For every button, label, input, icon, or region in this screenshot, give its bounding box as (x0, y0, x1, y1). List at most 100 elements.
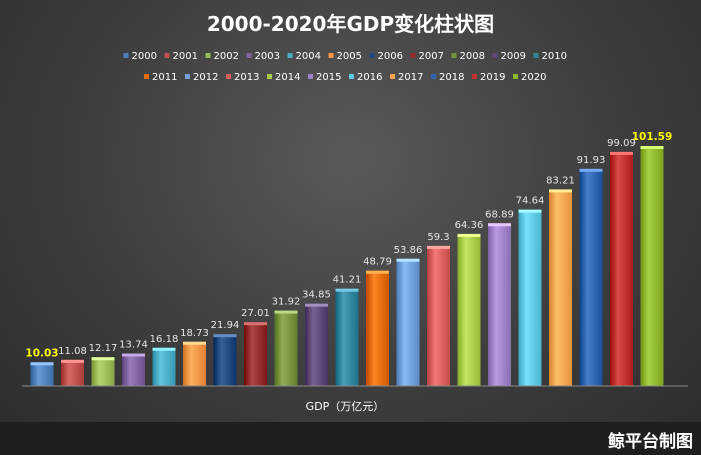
legend-swatch-2007 (410, 53, 416, 58)
bar-cap-2000 (30, 362, 54, 366)
bar-2010 (335, 288, 359, 386)
legend-label-2011: 2011 (152, 72, 177, 83)
legend-label-2008: 2008 (460, 51, 485, 62)
data-label-2019: 99.09 (607, 138, 636, 149)
data-label-2006: 21.94 (211, 320, 240, 331)
bar-cap-2014 (457, 233, 481, 237)
data-label-2015: 68.89 (485, 209, 514, 220)
legend-label-2015: 2015 (316, 72, 341, 83)
bar-cap-2015 (488, 223, 511, 227)
data-label-2000: 10.03 (25, 347, 58, 359)
data-label-2010: 41.21 (333, 275, 362, 286)
data-label-2012: 53.86 (394, 245, 423, 256)
bar-cap-2018 (579, 168, 603, 172)
bar-cap-2010 (335, 288, 359, 292)
legend-label-2016: 2016 (357, 72, 382, 83)
bar-cap-2001 (61, 359, 84, 363)
bar-2013 (427, 245, 450, 386)
legend-swatch-2020 (513, 74, 518, 79)
data-label-2004: 16.18 (150, 334, 179, 345)
bar-cap-2017 (549, 189, 572, 193)
bar-cap-2013 (427, 245, 450, 249)
legend-swatch-2000 (123, 53, 129, 58)
bar-2002 (91, 357, 115, 386)
data-label-2020: 101.59 (632, 131, 673, 143)
legend-swatch-2003 (246, 53, 252, 58)
data-label-2007: 27.01 (241, 308, 270, 319)
bar-2018 (579, 168, 603, 386)
legend-label-2013: 2013 (234, 72, 259, 83)
bar-2001 (61, 359, 84, 386)
legend-label-2002: 2002 (214, 51, 239, 62)
legend-label-2018: 2018 (439, 72, 464, 83)
bar-2017 (549, 189, 572, 386)
legend-label-2005: 2005 (337, 51, 362, 62)
bar-2004 (152, 347, 176, 386)
data-label-2005: 18.73 (180, 328, 209, 339)
bar-cap-2011 (366, 270, 389, 274)
data-label-2016: 74.64 (516, 196, 545, 207)
legend-label-2006: 2006 (378, 51, 403, 62)
bars-group (30, 146, 664, 386)
data-label-2008: 31.92 (272, 297, 301, 308)
bar-2014 (457, 233, 481, 386)
legend-swatch-2002 (205, 53, 211, 58)
legend-swatch-2016 (349, 74, 354, 79)
bar-2009 (305, 303, 328, 386)
legend-swatch-2009 (492, 53, 498, 58)
legend-swatch-2004 (287, 53, 293, 58)
legend-label-2001: 2001 (173, 51, 198, 62)
legend-swatch-2006 (369, 53, 375, 58)
chart-title: 2000-2020年GDP变化柱状图 (206, 12, 495, 36)
legend-swatch-2017 (390, 74, 395, 79)
legend-label-2019: 2019 (480, 72, 505, 83)
legend-label-2000: 2000 (132, 51, 157, 62)
legend-swatch-2001 (164, 53, 170, 58)
bar-cap-2012 (396, 258, 420, 262)
bar-cap-2020 (640, 146, 664, 149)
data-label-2003: 13.74 (119, 340, 148, 351)
watermark: 鲸平台制图 (608, 432, 693, 452)
data-labels-group: 10.03 11.08 12.17 13.7416.1818.7321.9427.01… (25, 131, 672, 359)
x-axis-label: GDP（万亿元） (306, 400, 385, 413)
legend-swatch-2014 (267, 74, 272, 79)
legend-swatch-2018 (431, 74, 436, 79)
legend-label-2010: 2010 (542, 51, 567, 62)
bar-2003 (122, 353, 145, 386)
bar-2019 (610, 151, 633, 386)
data-label-2018: 91.93 (577, 155, 606, 166)
bar-cap-2002 (91, 357, 115, 361)
bar-2005 (183, 341, 206, 386)
legend-label-2012: 2012 (193, 72, 218, 83)
legend-label-2017: 2017 (398, 72, 423, 83)
legend-swatch-2013 (226, 74, 231, 79)
bar-cap-2008 (274, 310, 298, 314)
legend-swatch-2015 (308, 74, 313, 79)
bar-2020 (640, 146, 664, 386)
legend-swatch-2010 (533, 53, 539, 58)
bar-2011 (366, 270, 389, 386)
bar-cap-2009 (305, 303, 328, 307)
legend-label-2009: 2009 (501, 51, 526, 62)
legend-label-2020: 2020 (521, 72, 546, 83)
legend-swatch-2011 (144, 74, 149, 79)
bar-cap-2007 (244, 322, 267, 326)
data-label-2002: 12.17 (89, 343, 118, 354)
data-label-2011: 48.79 (363, 257, 392, 268)
bar-2012 (396, 258, 420, 386)
bar-cap-2006 (213, 334, 237, 338)
bar-cap-2005 (183, 341, 206, 345)
legend-label-2004: 2004 (296, 51, 321, 62)
data-label-2001: 11.08 (58, 346, 87, 357)
data-label-2009: 34.85 (302, 290, 331, 301)
bar-cap-2004 (152, 347, 176, 351)
legend-label-2003: 2003 (255, 51, 280, 62)
legend: 2000 2001 2002 2003 2004 2005 2006 2007 2008 2009… (123, 51, 567, 83)
bar-cap-2019 (610, 151, 633, 155)
bar-2015 (488, 223, 511, 386)
bar-2006 (213, 334, 237, 386)
data-label-2014: 64.36 (455, 220, 484, 231)
bar-2008 (274, 310, 298, 386)
